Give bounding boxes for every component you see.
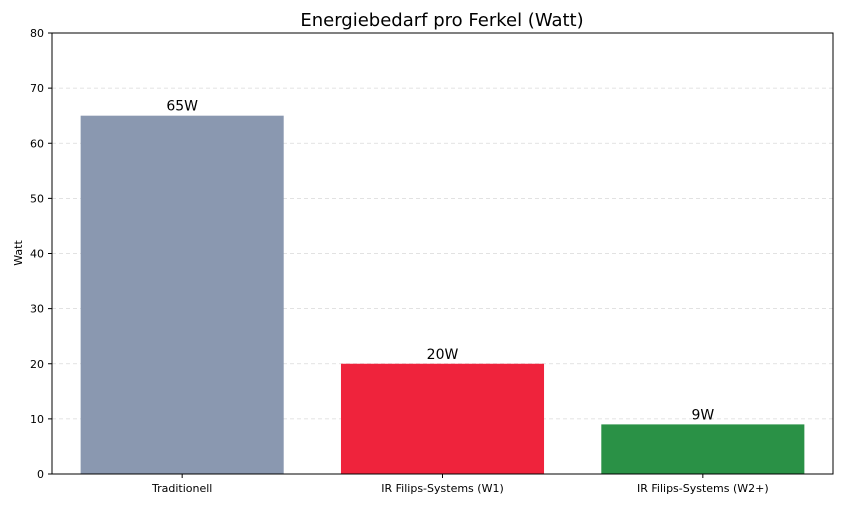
- y-axis-label: Watt: [12, 240, 25, 266]
- y-tick-label: 50: [30, 192, 44, 205]
- y-tick-label: 20: [30, 358, 44, 371]
- bar-value-label: 65W: [166, 99, 198, 115]
- y-tick-label: 80: [30, 27, 44, 40]
- y-ticks: 0 10 20 30 40 50 60 70 80: [30, 27, 52, 481]
- y-tick-label: 70: [30, 82, 44, 95]
- bar-value-label: 20W: [427, 347, 459, 363]
- bar-value-label: 9W: [691, 407, 714, 423]
- y-tick-label: 60: [30, 137, 44, 150]
- y-tick-label: 30: [30, 303, 44, 316]
- x-ticks: Traditionell IR Filips-Systems (W1) IR Fil…: [151, 474, 769, 495]
- y-tick-label: 0: [37, 468, 44, 481]
- bar: [80, 115, 284, 474]
- bars: [80, 115, 805, 474]
- bar: [340, 363, 545, 474]
- x-tick-label: IR Filips-Systems (W2+): [637, 482, 769, 495]
- chart-title: Energiebedarf pro Ferkel (Watt): [300, 10, 583, 31]
- plot-frame: [51, 32, 834, 475]
- x-tick-label: IR Filips-Systems (W1): [381, 482, 503, 495]
- bar: [601, 424, 805, 474]
- data-labels: 65W 20W 9W: [166, 99, 714, 424]
- y-tick-label: 10: [30, 413, 44, 426]
- x-tick-label: Traditionell: [151, 482, 212, 495]
- y-tick-label: 40: [30, 248, 44, 261]
